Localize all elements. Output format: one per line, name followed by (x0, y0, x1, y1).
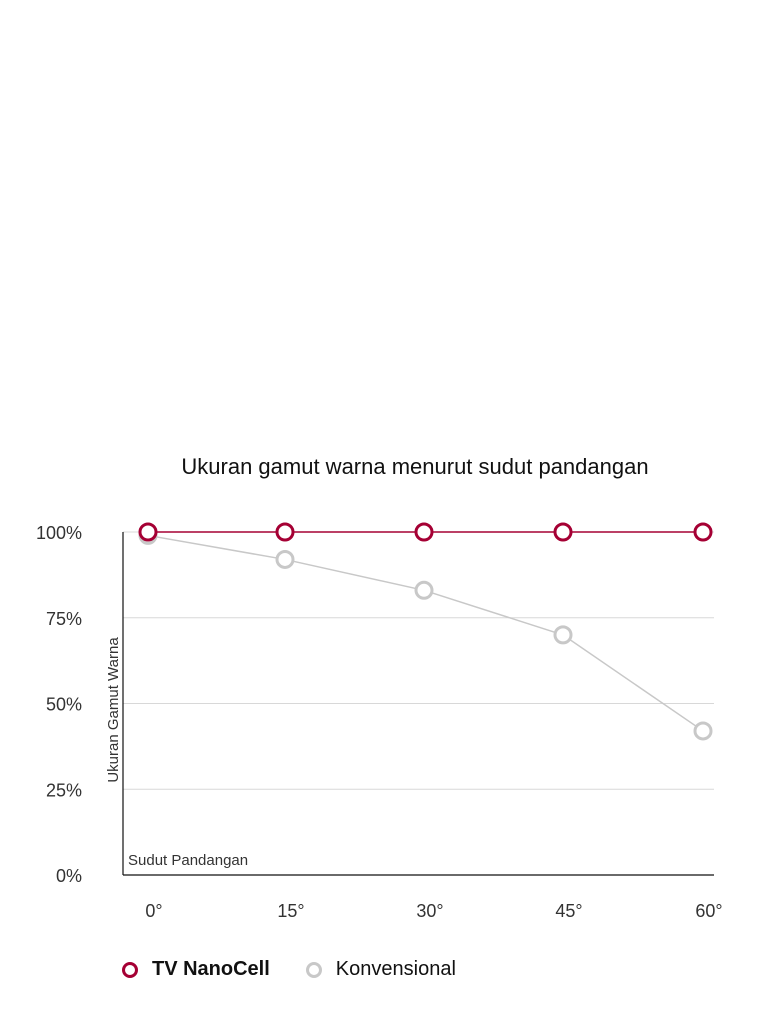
y-tick-label: 0% (56, 866, 82, 886)
data-point (275, 549, 295, 569)
data-point (414, 522, 434, 542)
legend-label: Konvensional (335, 958, 456, 980)
y-axis-label: Ukuran Gamut Warna (105, 637, 122, 783)
data-point (275, 522, 295, 542)
data-point (138, 522, 158, 542)
chart-title: Ukuran gamut warna menurut sudut pandang… (181, 454, 648, 479)
legend-marker-icon (122, 961, 138, 978)
x-tick-label: 15° (277, 901, 304, 921)
grid (123, 531, 714, 790)
legend-item-nanocell: TV NanoCell (122, 958, 270, 981)
x-tick-label: 45° (555, 901, 582, 921)
chart: Ukuran gamut warna menurut sudut pandang… (36, 454, 723, 921)
x-tick-label: 0° (145, 901, 162, 921)
legend-marker-icon (305, 961, 322, 978)
data-point (693, 522, 713, 542)
x-tick-label: 30° (416, 901, 443, 921)
data-point (693, 721, 713, 741)
legend-item-konvensional: Konvensional (305, 958, 456, 981)
y-tick-label: 75% (46, 609, 82, 629)
y-tick-label: 25% (46, 780, 82, 800)
data-point (414, 580, 434, 600)
data-point (553, 522, 573, 542)
x-axis-label: Sudut Pandangan (128, 852, 248, 869)
x-tick-label: 60° (695, 901, 722, 921)
y-tick-label: 50% (46, 695, 82, 715)
data-point (553, 625, 573, 645)
legend: TV NanoCell Konvensional (122, 958, 492, 981)
legend-label: TV NanoCell (152, 958, 270, 980)
series-line (147, 534, 704, 732)
y-tick-label: 100% (36, 523, 82, 543)
